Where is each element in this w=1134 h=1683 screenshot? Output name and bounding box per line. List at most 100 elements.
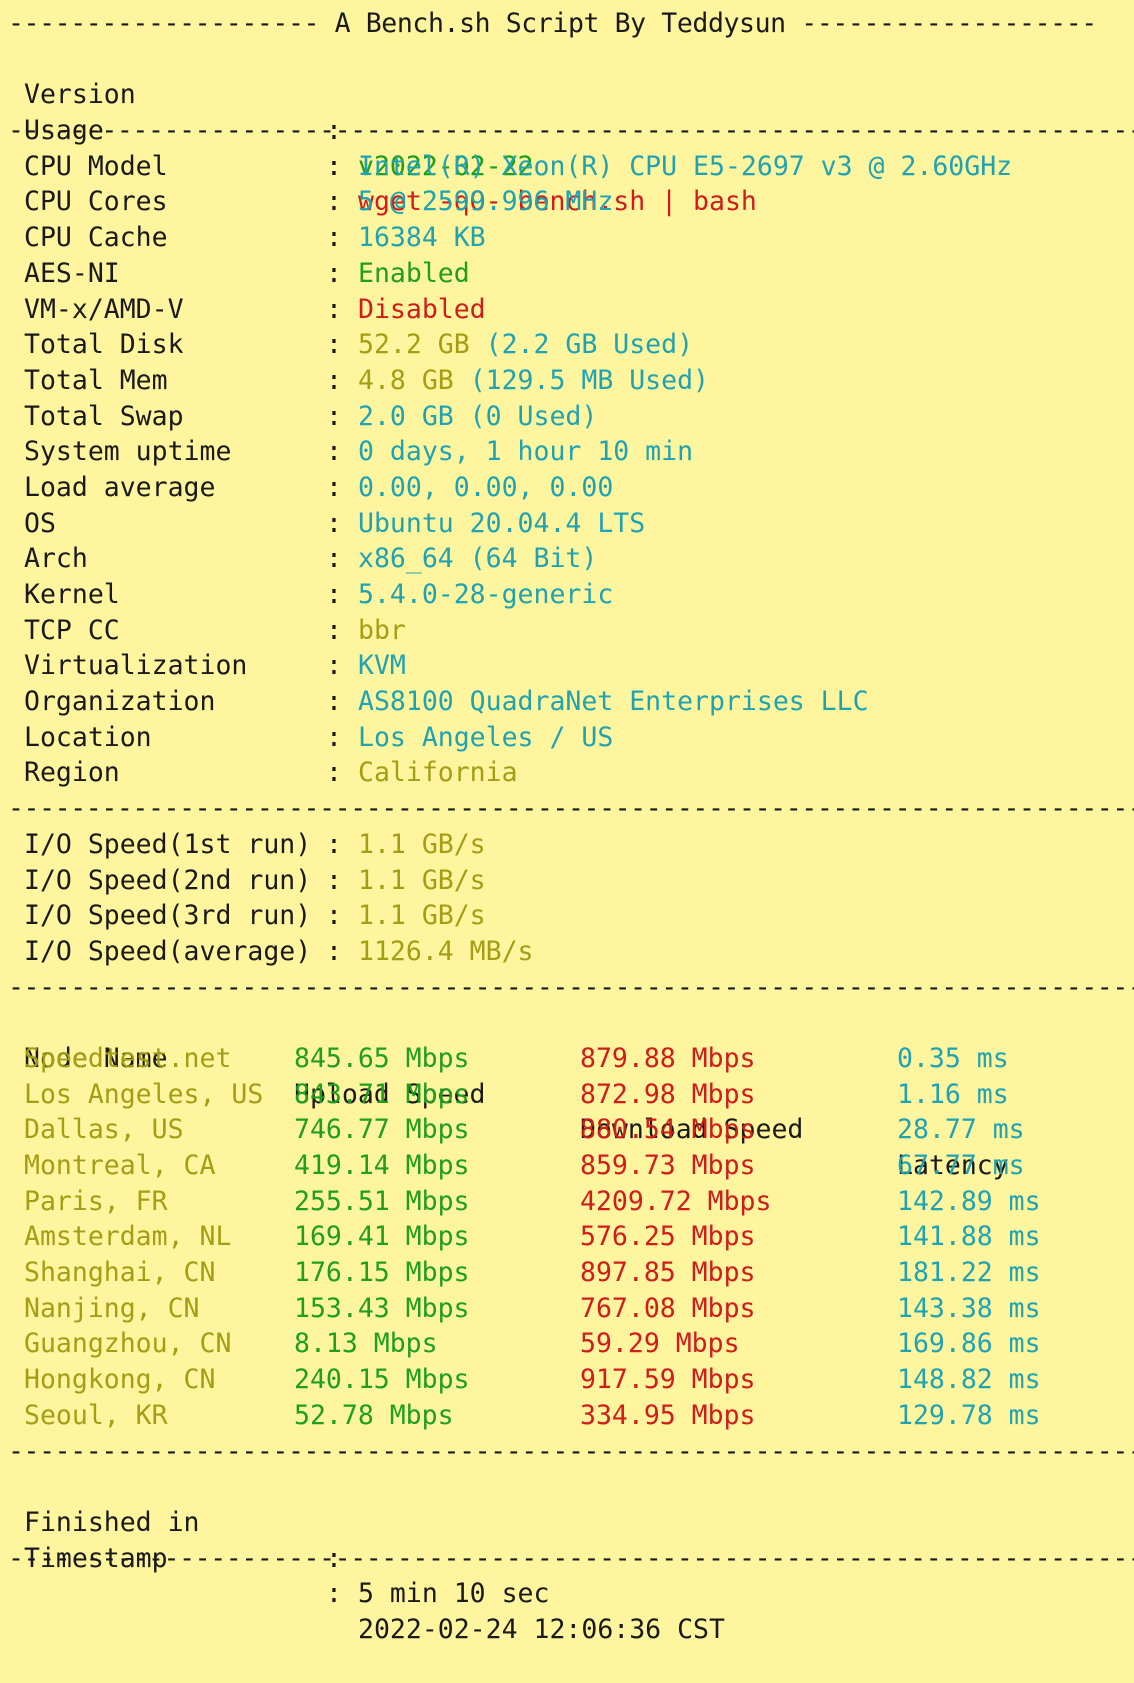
io-speed-label: I/O Speed(1st run) (24, 828, 312, 860)
separator-colon: : (326, 150, 342, 182)
upload-speed-cell: 845.65 Mbps (294, 1042, 470, 1074)
system-info-value: Enabled (358, 257, 470, 289)
system-info-label: CPU Cache (24, 222, 168, 254)
latency-cell: 0.35 ms (897, 1042, 1009, 1074)
upload-speed-cell: 153.43 Mbps (294, 1292, 470, 1324)
download-speed-cell: 872.98 Mbps (580, 1078, 756, 1110)
table-row: Nanjing, CN 153.43 Mbps 767.08 Mbps 143.38 … (0, 1291, 1134, 1327)
system-info-row: Virtualization: KVM (0, 648, 1134, 684)
system-info-value: 5 @ 2599.996 MHz (358, 186, 614, 218)
system-info-row: Arch: x86_64 (64 Bit) (0, 541, 1134, 577)
system-info-row: CPU Cache:16384 KB (0, 220, 1134, 256)
separator-colon: : (326, 757, 342, 789)
upload-speed-cell: 255.51 Mbps (294, 1185, 470, 1217)
system-info-value: 0.00, 0.00, 0.00 (358, 471, 614, 503)
system-info-label: OS (24, 507, 56, 539)
upload-speed-cell: 52.78 Mbps (294, 1399, 454, 1431)
system-info-label: Kernel (24, 579, 120, 610)
finished-line: Finished in : 5 min 10 sec (0, 1469, 1134, 1609)
download-speed-cell: 59.29 Mbps (580, 1328, 740, 1360)
separator-colon: : (326, 364, 342, 396)
system-info-row: Region: California (0, 755, 1134, 791)
system-info-row: Total Mem:4.8 GB (129.5 MB Used) (0, 363, 1134, 399)
separator-colon: : (326, 828, 342, 860)
latency-cell: 143.38 ms (897, 1292, 1041, 1324)
system-info-value: California (358, 757, 518, 789)
download-speed-cell: 917.59 Mbps (580, 1364, 756, 1396)
system-info-section: CPU Model: Intel(R) Xeon(R) CPU E5-2697 v… (0, 149, 1134, 791)
divider: ----------------------------------------… (8, 793, 1134, 825)
system-info-label: CPU Cores (24, 186, 168, 218)
system-info-value-main: 4.8 GB (358, 364, 454, 396)
system-info-label: TCP CC (24, 614, 120, 646)
system-info-label: CPU Model (24, 150, 168, 182)
separator-colon: : (326, 186, 342, 218)
io-speed-row: I/O Speed(3rd run):1.1 GB/s (0, 898, 1134, 934)
download-speed-cell: 859.73 Mbps (580, 1150, 756, 1181)
separator-colon: : (326, 721, 342, 753)
table-row: Hongkong, CN 240.15 Mbps 917.59 Mbps 148.82… (0, 1362, 1134, 1398)
terminal-window: -------------------- A Bench.sh Script B… (0, 8, 1134, 1645)
timestamp-label: Timestamp (24, 1542, 168, 1574)
io-speed-value: 1.1 GB/s (358, 864, 486, 896)
system-info-value: 5.4.0-28-generic (358, 579, 614, 610)
latency-cell: 141.88 ms (897, 1221, 1041, 1253)
separator-colon: : (326, 150, 342, 182)
upload-speed-cell: 843.71 Mbps (294, 1078, 470, 1110)
system-info-row: Kernel:5.4.0-28-generic (0, 577, 1134, 613)
io-speed-label: I/O Speed(2nd run) (24, 864, 312, 896)
system-info-row: VM-x/AMD-V: Disabled (0, 292, 1134, 328)
system-info-row: TCP CC: bbr (0, 613, 1134, 649)
latency-cell: 129.78 ms (897, 1399, 1041, 1431)
divider: ----------------------------------------… (8, 971, 1134, 1003)
system-info-value: 2.0 GB (0 Used) (358, 400, 598, 432)
system-info-value-extra: (2.2 GB Used) (469, 329, 694, 361)
usage-value: wget -qO- bench.sh | bash (358, 186, 757, 218)
node-name-cell: Los Angeles, US (24, 1078, 264, 1110)
system-info-label: System uptime (24, 436, 232, 468)
system-info-label: Region (24, 757, 120, 789)
node-name-cell: Guangzhou, CN (24, 1328, 232, 1360)
table-row: Guangzhou, CN 8.13 Mbps 59.29 Mbps 169.86 m… (0, 1326, 1134, 1362)
latency-cell: 1.16 ms (897, 1078, 1009, 1110)
separator-colon: : (326, 222, 342, 254)
separator-colon: : (326, 507, 342, 539)
latency-cell: 142.89 ms (897, 1185, 1041, 1217)
node-name-header: Node Name (24, 1042, 168, 1074)
table-row: Los Angeles, US 843.71 Mbps 872.98 Mbps 1.1… (0, 1077, 1134, 1113)
separator-colon: : (326, 650, 342, 682)
system-info-row: System uptime:0 days, 1 hour 10 min (0, 434, 1134, 470)
table-row: Paris, FR 255.51 Mbps 4209.72 Mbps 142.89 m… (0, 1184, 1134, 1220)
separator-colon: : (326, 864, 342, 896)
separator-colon: : (326, 543, 342, 575)
system-info-label: AES-NI (24, 257, 120, 289)
speedtest-table: Speedtest.net 845.65 Mbps 879.88 Mbps 0.35 … (0, 1041, 1134, 1434)
node-name-cell: Seoul, KR (24, 1399, 168, 1431)
upload-speed-cell: 169.41 Mbps (294, 1221, 470, 1253)
system-info-value: Disabled (358, 293, 486, 325)
io-speed-value: 1.1 GB/s (358, 828, 486, 860)
version-line: Version : v2022-02-22 (0, 42, 1134, 181)
io-speed-label: I/O Speed(3rd run) (24, 900, 312, 932)
separator-colon: : (326, 686, 342, 718)
separator-colon: : (326, 115, 342, 147)
system-info-label: Total Swap (24, 400, 184, 432)
system-info-label: Arch (24, 543, 88, 575)
upload-speed-cell: 419.14 Mbps (294, 1150, 470, 1181)
separator-colon: : (326, 614, 342, 646)
system-info-row: CPU Model: Intel(R) Xeon(R) CPU E5-2697 v… (0, 149, 1134, 185)
download-speed-cell: 897.85 Mbps (580, 1257, 756, 1289)
latency-header: Latency (897, 1150, 1009, 1182)
system-info-row: Location: Los Angeles / US (0, 720, 1134, 756)
system-info-row: AES-NI: Enabled (0, 256, 1134, 292)
speedtest-header-row: Node Name Upload Speed Download Speed La… (0, 1005, 1134, 1181)
node-name-cell: Shanghai, CN (24, 1257, 216, 1289)
system-info-value: bbr (358, 614, 406, 646)
system-info-label: Organization (24, 686, 216, 718)
system-info-value: Los Angeles / US (358, 721, 614, 753)
divider: ----------------------------------------… (8, 1542, 1134, 1574)
upload-speed-cell: 176.15 Mbps (294, 1257, 470, 1289)
latency-cell: 148.82 ms (897, 1364, 1041, 1396)
version-value: v2022-02-22 (358, 150, 534, 182)
separator-colon: : (326, 1542, 342, 1574)
